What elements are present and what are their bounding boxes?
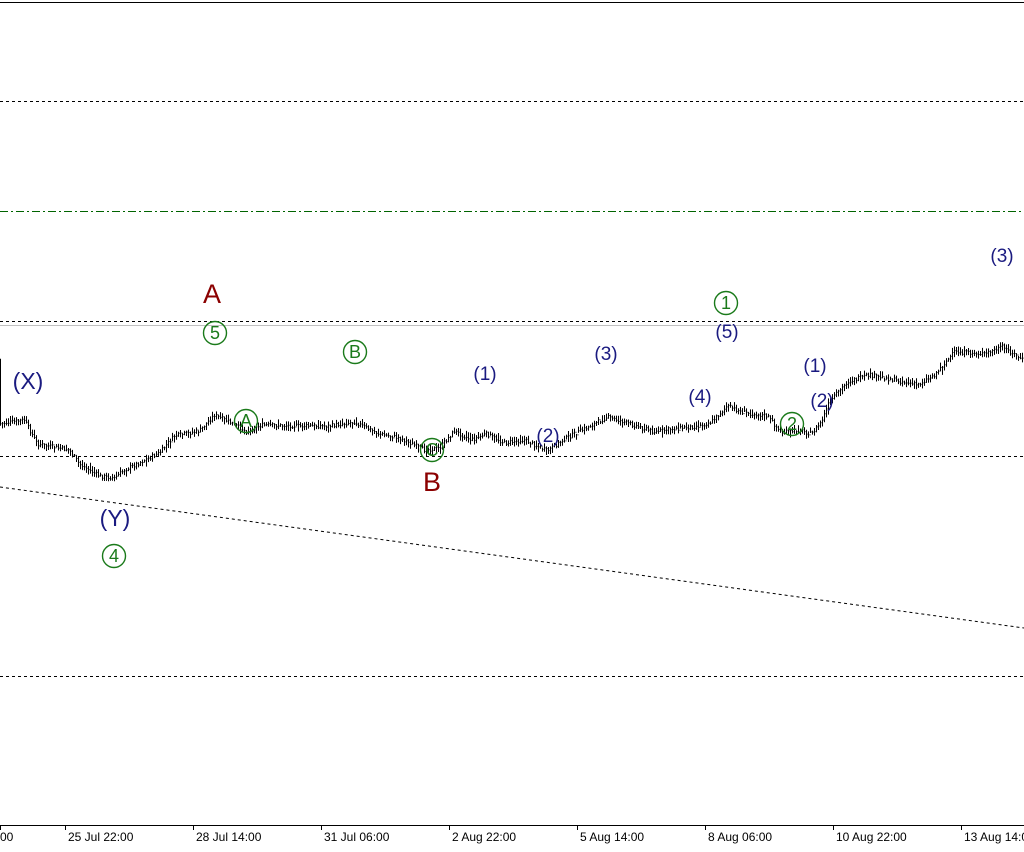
wave-label-text: 4	[109, 546, 119, 566]
wave-label-circle	[419, 437, 445, 463]
wave-label-circled: 1	[713, 290, 739, 316]
wave-label-circle	[233, 408, 259, 434]
x-tick-label: 5 Aug 14:00	[580, 830, 644, 844]
wave-label-text: (2)	[810, 391, 833, 412]
wave-label-circle	[101, 543, 127, 569]
wave-label-text: (3)	[990, 246, 1013, 267]
wave-label: (1)	[473, 364, 496, 385]
x-tick-label: 28 Jul 14:00	[196, 830, 262, 844]
wave-label: (Y)	[100, 505, 131, 531]
wave-label: (3)	[990, 246, 1013, 267]
wave-label: A	[203, 279, 221, 309]
wave-label-circle	[779, 411, 805, 437]
x-tick-label: 13 Aug 14:00	[964, 830, 1024, 844]
wave-label-circle	[342, 339, 368, 365]
x-axis-ticks: 00 25 Jul 22:00 28 Jul 14:00 31 Jul 06:00 2 …	[0, 826, 1024, 844]
wave-label: (3)	[594, 344, 617, 365]
wave-label-text: B	[423, 467, 441, 497]
wave-label-text: 1	[721, 293, 731, 313]
wave-label-text: (2)	[536, 426, 559, 447]
wave-label-circled: B	[342, 339, 368, 365]
x-tick-label: 25 Jul 22:00	[68, 830, 134, 844]
wave-label: (X)	[13, 368, 44, 394]
x-tick-label: 00	[0, 830, 14, 844]
trend-line	[0, 486, 1024, 629]
wave-label-text: (X)	[13, 368, 44, 394]
wave-label: (2)	[810, 391, 833, 412]
wave-label-text: C	[426, 440, 439, 460]
wave-label-circle	[713, 290, 739, 316]
wave-label-circled: A	[233, 408, 259, 434]
wave-label-text: (4)	[688, 387, 711, 408]
wave-label-text: (Y)	[100, 505, 131, 531]
wave-label-text: (1)	[473, 364, 496, 385]
wave-label-circled: 5	[202, 320, 228, 346]
wave-label-text: (3)	[594, 344, 617, 365]
wave-label-circled: C	[419, 437, 445, 463]
wave-label-circled: 2	[779, 411, 805, 437]
wave-label-text: 2	[787, 414, 797, 434]
wave-label: (4)	[688, 387, 711, 408]
wave-label-text: 5	[210, 323, 220, 343]
horizontal-levels	[0, 101, 1024, 677]
wave-label-text: A	[203, 279, 221, 309]
wave-label: (1)	[803, 356, 826, 377]
x-tick-label: 10 Aug 22:00	[836, 830, 907, 844]
x-tick-label: 31 Jul 06:00	[324, 830, 390, 844]
wave-label-circled: 4	[101, 543, 127, 569]
wave-label-text: (5)	[715, 322, 738, 343]
wave-label: (5)	[715, 322, 738, 343]
wave-label: B	[423, 467, 441, 497]
x-tick-label: 8 Aug 06:00	[708, 830, 772, 844]
wave-label-text: B	[349, 342, 361, 362]
price-bars	[0, 342, 1024, 482]
wave-label-text: (1)	[803, 356, 826, 377]
wave-label-circle	[202, 320, 228, 346]
wave-label: (2)	[536, 426, 559, 447]
x-tick-label: 2 Aug 22:00	[452, 830, 516, 844]
wave-label-text: A	[240, 411, 252, 431]
